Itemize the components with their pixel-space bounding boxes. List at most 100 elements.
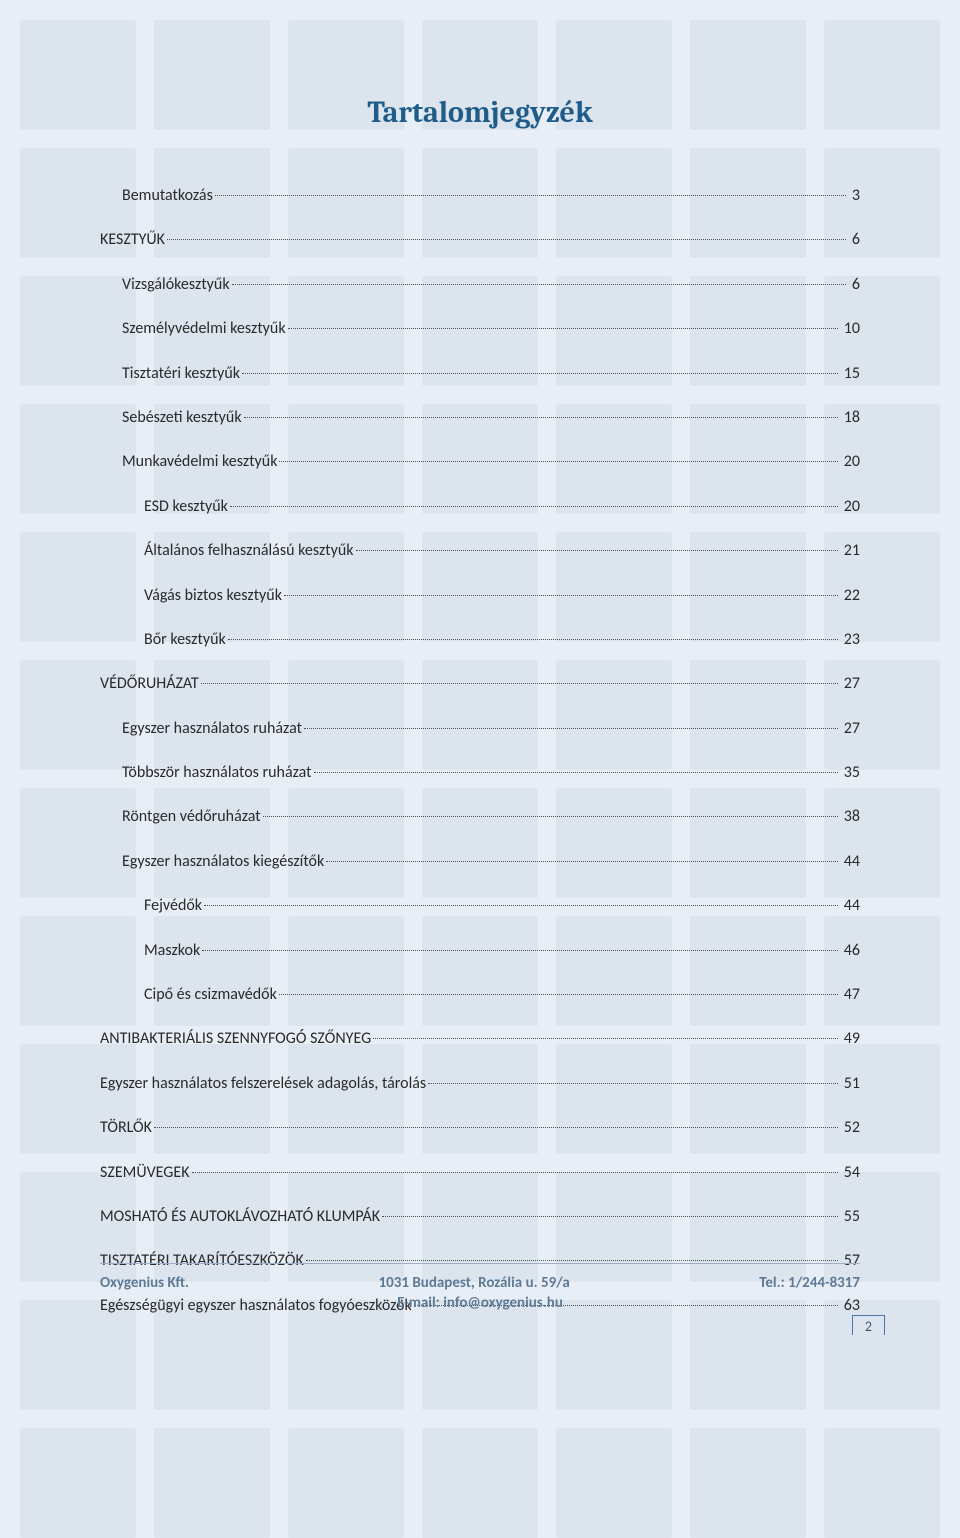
toc-leader bbox=[202, 950, 838, 951]
toc-leader bbox=[356, 550, 838, 551]
toc-entry[interactable]: Bőr kesztyűk 23 bbox=[144, 629, 860, 651]
toc-leader bbox=[288, 328, 838, 329]
toc-entry[interactable]: Cipő és csizmavédők 47 bbox=[144, 984, 860, 1006]
page-number-box: 2 bbox=[852, 1315, 885, 1335]
toc-entry-label: Vizsgálókesztyűk bbox=[122, 274, 230, 296]
toc-entry[interactable]: KESZTYŰK 6 bbox=[100, 229, 860, 251]
toc-entry[interactable]: VÉDŐRUHÁZAT 27 bbox=[100, 673, 860, 695]
toc-entry[interactable]: Egyszer használatos felszerelések adagol… bbox=[100, 1073, 860, 1095]
toc-entry[interactable]: Bemutatkozás 3 bbox=[122, 185, 860, 207]
toc-leader bbox=[192, 1172, 838, 1173]
toc-entry-label: Maszkok bbox=[144, 940, 200, 962]
toc-leader bbox=[382, 1216, 838, 1217]
toc-entry[interactable]: Munkavédelmi kesztyűk 20 bbox=[122, 451, 860, 473]
toc-entry[interactable]: ESD kesztyűk 20 bbox=[144, 496, 860, 518]
toc-entry-page: 47 bbox=[840, 984, 860, 1006]
toc-leader bbox=[167, 239, 846, 240]
toc-leader bbox=[232, 284, 846, 285]
footer-phone: Tel.: 1/244-8317 bbox=[759, 1274, 860, 1292]
toc-entry-page: 21 bbox=[840, 540, 860, 562]
toc-leader bbox=[154, 1127, 838, 1128]
toc-entry[interactable]: MOSHATÓ ÉS AUTOKLÁVOZHATÓ KLUMPÁK 55 bbox=[100, 1206, 860, 1228]
toc-entry-page: 10 bbox=[840, 318, 860, 340]
toc-entry[interactable]: Fejvédők 44 bbox=[144, 895, 860, 917]
toc-entry-label: Tisztatéri kesztyűk bbox=[122, 363, 240, 385]
toc-entry-label: Cipő és csizmavédők bbox=[144, 984, 277, 1006]
toc-entry-label: Munkavédelmi kesztyűk bbox=[122, 451, 277, 473]
toc-entry[interactable]: Többször használatos ruházat 35 bbox=[122, 762, 860, 784]
toc-entry-page: 54 bbox=[840, 1162, 860, 1184]
toc-entry-page: 15 bbox=[840, 363, 860, 385]
toc-entry-page: 27 bbox=[840, 673, 860, 695]
footer-email: E-mail: info@oxygenius.hu bbox=[397, 1294, 563, 1312]
toc-entry-page: 6 bbox=[848, 229, 860, 251]
toc-entry-page: 22 bbox=[840, 585, 860, 607]
toc-entry[interactable]: Röntgen védőruházat 38 bbox=[122, 806, 860, 828]
toc-leader bbox=[263, 816, 838, 817]
toc-entry[interactable]: Maszkok 46 bbox=[144, 940, 860, 962]
toc-leader bbox=[230, 506, 838, 507]
toc-entry-label: VÉDŐRUHÁZAT bbox=[100, 673, 199, 695]
toc-entry-page: 18 bbox=[840, 407, 860, 429]
toc-leader bbox=[326, 861, 838, 862]
toc-entry-label: ESD kesztyűk bbox=[144, 496, 228, 518]
toc-entry[interactable]: Sebészeti kesztyűk 18 bbox=[122, 407, 860, 429]
toc-entry-page: 3 bbox=[848, 185, 860, 207]
toc-leader bbox=[215, 195, 846, 196]
toc-leader bbox=[314, 772, 838, 773]
toc-entry-label: Általános felhasználású kesztyűk bbox=[144, 540, 354, 562]
toc-entry[interactable]: Egyszer használatos kiegészítők 44 bbox=[122, 851, 860, 873]
toc-entry-label: Egyszer használatos felszerelések adagol… bbox=[100, 1073, 426, 1095]
toc-leader bbox=[306, 1260, 838, 1261]
toc-entry-label: KESZTYŰK bbox=[100, 229, 165, 251]
toc-leader bbox=[428, 1083, 838, 1084]
toc-entry[interactable]: SZEMÜVEGEK 54 bbox=[100, 1162, 860, 1184]
toc-entry-label: Bemutatkozás bbox=[122, 185, 213, 207]
toc-leader bbox=[279, 461, 837, 462]
toc-entry-label: Bőr kesztyűk bbox=[144, 629, 226, 651]
toc-entry-label: Fejvédők bbox=[144, 895, 202, 917]
toc-entry-page: 35 bbox=[840, 762, 860, 784]
toc-entry-label: SZEMÜVEGEK bbox=[100, 1162, 190, 1184]
toc-leader bbox=[373, 1038, 838, 1039]
toc-entry[interactable]: Tisztatéri kesztyűk 15 bbox=[122, 363, 860, 385]
toc-entry[interactable]: Vizsgálókesztyűk 6 bbox=[122, 274, 860, 296]
toc-entry-label: Többször használatos ruházat bbox=[122, 762, 312, 784]
toc-entry-label: Személyvédelmi kesztyűk bbox=[122, 318, 286, 340]
page-title: Tartalomjegyzék bbox=[100, 95, 860, 130]
toc-leader bbox=[242, 373, 838, 374]
page-container: Tartalomjegyzék Bemutatkozás 3 KESZTYŰK 6… bbox=[0, 0, 960, 1357]
toc-entry-page: 44 bbox=[840, 851, 860, 873]
toc-leader bbox=[284, 595, 838, 596]
toc-entry-page: 6 bbox=[848, 274, 860, 296]
toc-entry-label: MOSHATÓ ÉS AUTOKLÁVOZHATÓ KLUMPÁK bbox=[100, 1206, 380, 1228]
toc-entry-page: 49 bbox=[840, 1028, 860, 1050]
toc-entry-page: 52 bbox=[840, 1117, 860, 1139]
toc-entry-label: TÖRLŐK bbox=[100, 1117, 152, 1139]
toc-entry-label: ANTIBAKTERIÁLIS SZENNYFOGÓ SZŐNYEG bbox=[100, 1028, 371, 1050]
toc-entry-label: Vágás biztos kesztyűk bbox=[144, 585, 282, 607]
footer-company: Oxygenius Kft. bbox=[100, 1274, 189, 1292]
toc-entry[interactable]: TÖRLŐK 52 bbox=[100, 1117, 860, 1139]
toc-entry[interactable]: Egyszer használatos ruházat 27 bbox=[122, 718, 860, 740]
toc-entry-page: 51 bbox=[840, 1073, 860, 1095]
toc-entry[interactable]: Személyvédelmi kesztyűk 10 bbox=[122, 318, 860, 340]
toc-entry-page: 44 bbox=[840, 895, 860, 917]
toc-entry-label: Sebészeti kesztyűk bbox=[122, 407, 242, 429]
toc-entry-page: 27 bbox=[840, 718, 860, 740]
toc-entry-label: Röntgen védőruházat bbox=[122, 806, 261, 828]
toc-entry[interactable]: Vágás biztos kesztyűk 22 bbox=[144, 585, 860, 607]
toc-entry[interactable]: ANTIBAKTERIÁLIS SZENNYFOGÓ SZŐNYEG 49 bbox=[100, 1028, 860, 1050]
footer-address: 1031 Budapest, Rozália u. 59/a bbox=[379, 1274, 570, 1292]
toc-leader bbox=[279, 994, 838, 995]
toc-leader bbox=[244, 417, 838, 418]
footer: Oxygenius Kft. 1031 Budapest, Rozália u.… bbox=[100, 1263, 860, 1312]
toc-entry-page: 23 bbox=[840, 629, 860, 651]
toc-entry-label: Egyszer használatos kiegészítők bbox=[122, 851, 324, 873]
footer-line-2: E-mail: info@oxygenius.hu bbox=[100, 1294, 860, 1312]
toc-entry[interactable]: Általános felhasználású kesztyűk 21 bbox=[144, 540, 860, 562]
toc-entry-page: 55 bbox=[840, 1206, 860, 1228]
footer-line-1: Oxygenius Kft. 1031 Budapest, Rozália u.… bbox=[100, 1274, 860, 1292]
toc-entry-page: 38 bbox=[840, 806, 860, 828]
toc-leader bbox=[304, 728, 838, 729]
